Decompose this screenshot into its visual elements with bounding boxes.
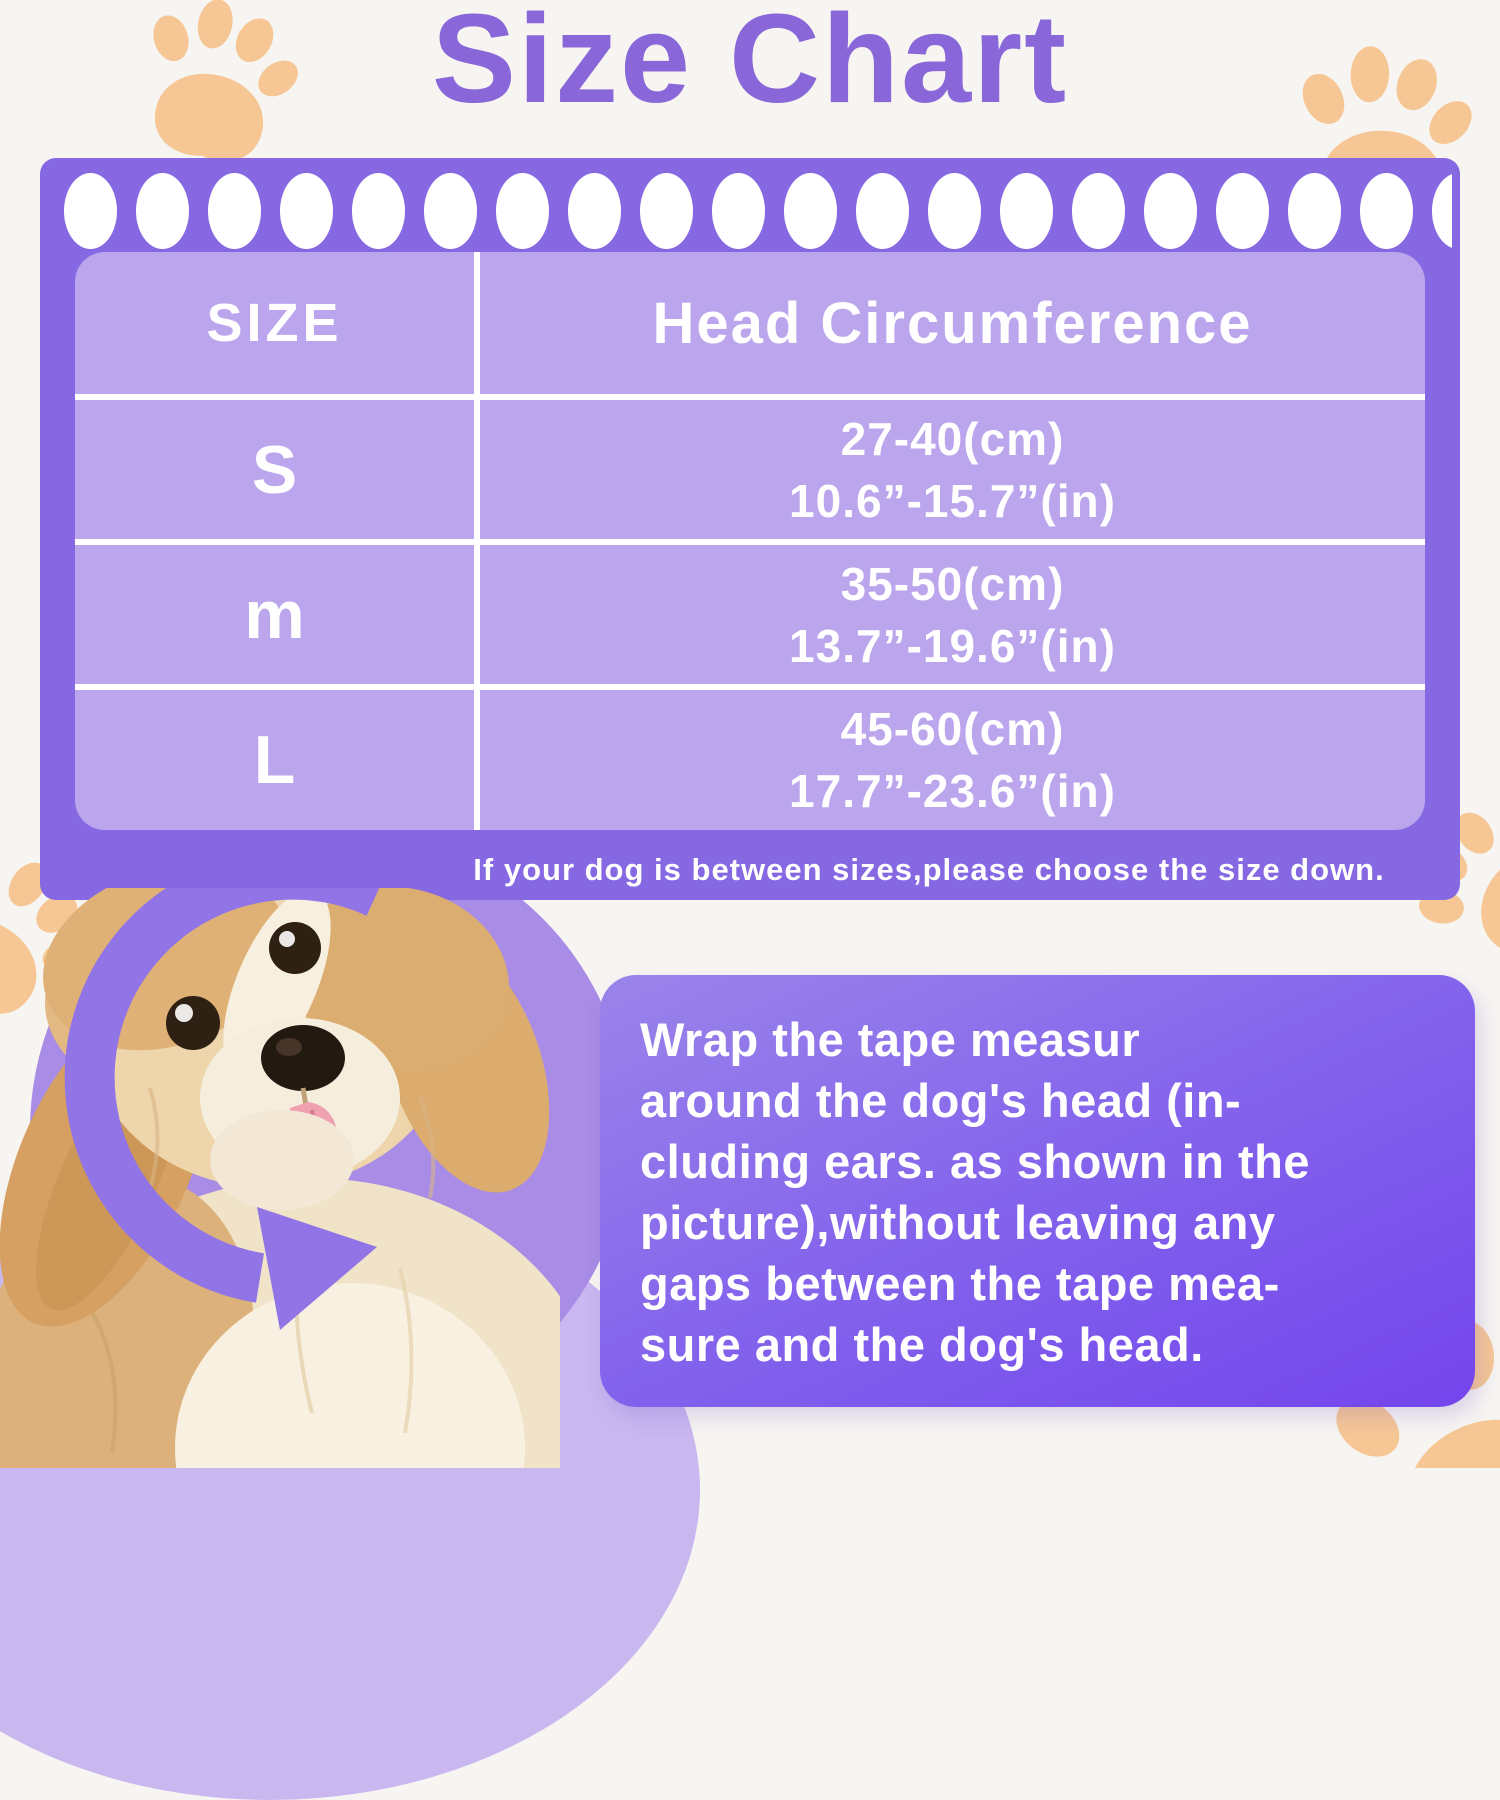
film-hole bbox=[568, 173, 621, 249]
film-hole bbox=[712, 173, 765, 249]
table-row-m-size: m bbox=[75, 545, 480, 690]
film-strip-holes bbox=[64, 173, 1452, 251]
film-hole bbox=[496, 173, 549, 249]
table-row-m-range: 35-50(cm) 13.7”-19.6”(in) bbox=[480, 545, 1425, 690]
film-hole bbox=[856, 173, 909, 249]
table-row-l-size: L bbox=[75, 690, 480, 830]
film-hole bbox=[640, 173, 693, 249]
range-inch: 13.7”-19.6”(in) bbox=[789, 619, 1116, 672]
film-hole bbox=[208, 173, 261, 249]
dog-nose bbox=[261, 1025, 345, 1091]
page-title: Size Chart bbox=[431, 0, 1069, 129]
dog-eye-right bbox=[269, 922, 321, 974]
sizing-note: If your dog is between sizes,please choo… bbox=[473, 852, 1385, 887]
range-cm: 45-60(cm) bbox=[840, 703, 1065, 755]
film-hole bbox=[352, 173, 405, 249]
table-row-s-size: S bbox=[75, 400, 480, 545]
range-cm: 35-50(cm) bbox=[840, 557, 1065, 610]
film-hole bbox=[1288, 173, 1341, 249]
film-hole bbox=[784, 173, 837, 249]
dog-chin bbox=[210, 1110, 354, 1210]
range-inch: 10.6”-15.7”(in) bbox=[789, 474, 1116, 527]
size-table: SIZE Head Circumference S 27-40(cm) 10.6… bbox=[75, 252, 1425, 830]
column-header-head-circumference: Head Circumference bbox=[480, 252, 1425, 400]
film-hole bbox=[1000, 173, 1053, 249]
film-hole bbox=[280, 173, 333, 249]
film-hole bbox=[1144, 173, 1197, 249]
size-chart-panel: SIZE Head Circumference S 27-40(cm) 10.6… bbox=[40, 158, 1460, 900]
dog-eye-left bbox=[166, 996, 220, 1050]
film-hole bbox=[64, 173, 117, 249]
puppy-photo bbox=[0, 888, 560, 1468]
table-row-s-range: 27-40(cm) 10.6”-15.7”(in) bbox=[480, 400, 1425, 545]
measuring-tip-text: Wrap the tape measur around the dog's he… bbox=[640, 1013, 1311, 1371]
film-hole bbox=[1432, 173, 1452, 249]
dog-chest bbox=[175, 1283, 525, 1468]
range-inch: 17.7”-23.6”(in) bbox=[789, 765, 1116, 817]
film-hole bbox=[1360, 173, 1413, 249]
column-header-size: SIZE bbox=[75, 252, 480, 400]
film-hole bbox=[424, 173, 477, 249]
film-hole bbox=[1216, 173, 1269, 249]
film-hole bbox=[928, 173, 981, 249]
film-hole bbox=[1072, 173, 1125, 249]
range-cm: 27-40(cm) bbox=[840, 412, 1065, 465]
table-row-l-range: 45-60(cm) 17.7”-23.6”(in) bbox=[480, 690, 1425, 830]
measure-arrow-icon bbox=[64, 888, 380, 1330]
film-hole bbox=[136, 173, 189, 249]
measuring-tip-card: Wrap the tape measur around the dog's he… bbox=[600, 975, 1475, 1407]
